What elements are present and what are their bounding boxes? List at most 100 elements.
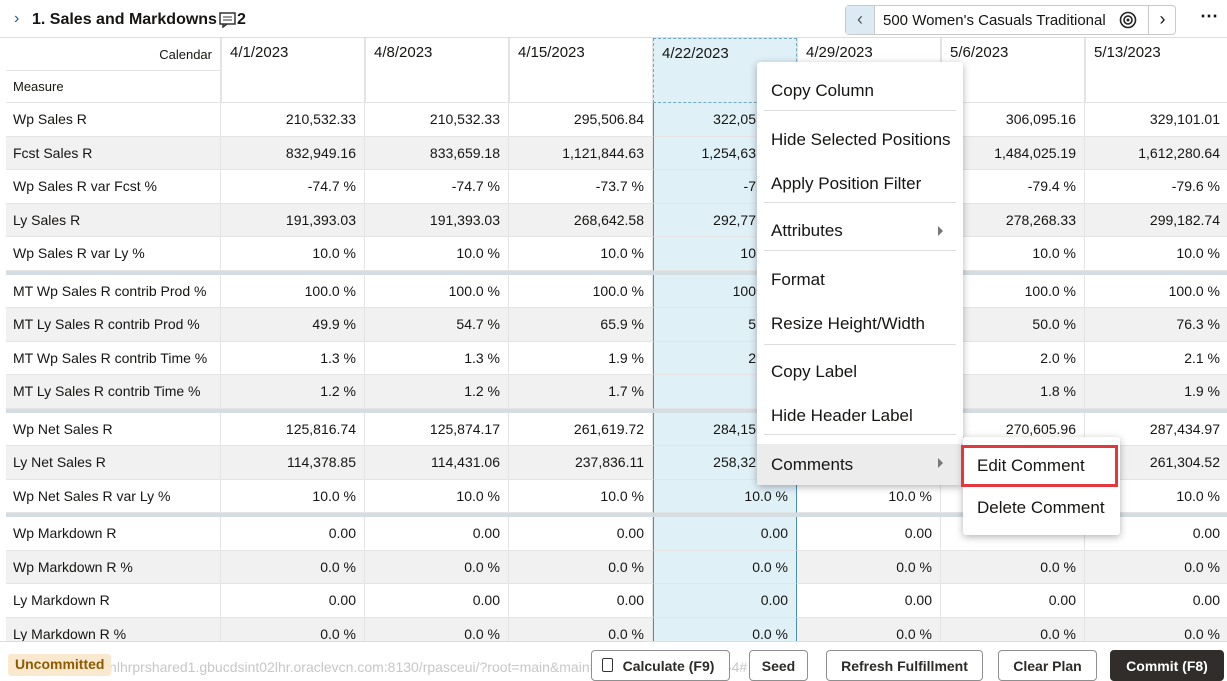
grid-cell[interactable]: 0.00: [653, 517, 797, 551]
grid-cell[interactable]: 125,816.74: [221, 412, 365, 446]
menu-item[interactable]: Copy Column: [771, 81, 874, 100]
grid-cell[interactable]: 0.0 %: [797, 550, 941, 584]
grid-cell[interactable]: 114,431.06: [365, 446, 509, 480]
grid-cell[interactable]: 0.00: [221, 584, 365, 618]
column-header[interactable]: 4/1/2023: [221, 38, 365, 103]
grid-cell[interactable]: 237,836.11: [509, 446, 653, 480]
grid-cell[interactable]: 100.0 %: [365, 274, 509, 308]
menu-item[interactable]: Hide Header Label: [771, 406, 913, 425]
grid-cell[interactable]: 65.9 %: [509, 308, 653, 342]
grid-cell[interactable]: 0.00: [509, 517, 653, 551]
grid-cell[interactable]: 0.0 %: [1085, 617, 1227, 641]
menu-item[interactable]: Hide Selected Positions: [771, 130, 951, 149]
grid-cell[interactable]: 10.0 %: [509, 237, 653, 271]
grid-cell[interactable]: 1.9 %: [1085, 375, 1227, 409]
grid-cell[interactable]: -79.4 %: [941, 170, 1085, 204]
grid-cell[interactable]: 0.0 %: [941, 617, 1085, 641]
grid-cell[interactable]: 10.0 %: [509, 479, 653, 513]
grid-cell[interactable]: 0.00: [1085, 584, 1227, 618]
grid-cell[interactable]: 1,484,025.19: [941, 136, 1085, 170]
more-button[interactable]: ⋯: [1200, 6, 1218, 26]
grid-cell[interactable]: 2.0 %: [941, 341, 1085, 375]
grid-cell[interactable]: -74.7 %: [221, 170, 365, 204]
grid-cell[interactable]: 0.0 %: [653, 617, 797, 641]
grid-cell[interactable]: 210,532.33: [221, 103, 365, 137]
grid-cell[interactable]: 0.0 %: [797, 617, 941, 641]
grid-cell[interactable]: -73.7 %: [509, 170, 653, 204]
menu-item[interactable]: Resize Height/Width: [771, 314, 926, 333]
grid-cell[interactable]: 10.0 %: [653, 479, 797, 513]
grid-cell[interactable]: 0.0 %: [365, 617, 509, 641]
grid-cell[interactable]: 2.1 %: [1085, 341, 1227, 375]
column-header[interactable]: 4/15/2023: [509, 38, 653, 103]
grid-cell[interactable]: -74.7 %: [365, 170, 509, 204]
grid-cell[interactable]: 0.0 %: [509, 617, 653, 641]
grid-cell[interactable]: 114,378.85: [221, 446, 365, 480]
grid-cell[interactable]: 0.00: [941, 584, 1085, 618]
grid-cell[interactable]: 1.3 %: [365, 341, 509, 375]
grid-cell[interactable]: -79.6 %: [1085, 170, 1227, 204]
grid-cell[interactable]: 191,393.03: [365, 203, 509, 237]
grid-cell[interactable]: 100.0 %: [221, 274, 365, 308]
grid-cell[interactable]: 299,182.74: [1085, 203, 1227, 237]
grid-cell[interactable]: 10.0 %: [941, 237, 1085, 271]
submenu-item[interactable]: Delete Comment: [977, 498, 1105, 517]
grid-cell[interactable]: 0.0 %: [221, 617, 365, 641]
menu-item[interactable]: Copy Label: [771, 362, 858, 381]
grid-cell[interactable]: 0.0 %: [941, 550, 1085, 584]
grid-cell[interactable]: 261,619.72: [509, 412, 653, 446]
grid-cell[interactable]: 295,506.84: [509, 103, 653, 137]
grid-cell[interactable]: 0.0 %: [221, 550, 365, 584]
grid-cell[interactable]: 832,949.16: [221, 136, 365, 170]
grid-cell[interactable]: 76.3 %: [1085, 308, 1227, 342]
menu-item[interactable]: Apply Position Filter: [771, 174, 922, 193]
grid-cell[interactable]: 10.0 %: [221, 237, 365, 271]
grid-cell[interactable]: 306,095.16: [941, 103, 1085, 137]
grid-cell[interactable]: 191,393.03: [221, 203, 365, 237]
grid-cell[interactable]: 100.0 %: [509, 274, 653, 308]
menu-item[interactable]: Attributes: [757, 212, 963, 250]
grid-cell[interactable]: 0.00: [221, 517, 365, 551]
grid-cell[interactable]: 1.2 %: [221, 375, 365, 409]
column-header[interactable]: 4/8/2023: [365, 38, 509, 103]
grid-cell[interactable]: 0.00: [365, 517, 509, 551]
grid-cell[interactable]: 0.00: [797, 517, 941, 551]
menu-item[interactable]: Format: [771, 270, 825, 289]
grid-cell[interactable]: 0.0 %: [509, 550, 653, 584]
column-header[interactable]: 5/13/2023: [1085, 38, 1227, 103]
grid-cell[interactable]: 268,642.58: [509, 203, 653, 237]
grid-cell[interactable]: 1.9 %: [509, 341, 653, 375]
column-header[interactable]: 4/22/2023: [653, 38, 797, 103]
prev-button[interactable]: ‹: [846, 6, 875, 34]
grid-cell[interactable]: 1.8 %: [941, 375, 1085, 409]
grid-cell[interactable]: 0.0 %: [365, 550, 509, 584]
grid-cell[interactable]: 0.00: [653, 584, 797, 618]
grid-cell[interactable]: 1,612,280.64: [1085, 136, 1227, 170]
grid-cell[interactable]: 10.0 %: [797, 479, 941, 513]
footer-button[interactable]: Clear Plan: [998, 650, 1097, 681]
grid-cell[interactable]: 1.7 %: [509, 375, 653, 409]
grid-cell[interactable]: 100.0 %: [1085, 274, 1227, 308]
grid-cell[interactable]: 210,532.33: [365, 103, 509, 137]
footer-button[interactable]: Seed: [749, 650, 808, 681]
grid-cell[interactable]: 10.0 %: [365, 479, 509, 513]
target-icon[interactable]: [1119, 11, 1137, 29]
menu-item[interactable]: Comments: [757, 444, 963, 485]
grid-cell[interactable]: 0.0 %: [1085, 550, 1227, 584]
footer-button[interactable]: Refresh Fulfillment: [826, 650, 983, 681]
grid-cell[interactable]: 125,874.17: [365, 412, 509, 446]
grid-cell[interactable]: 49.9 %: [221, 308, 365, 342]
grid-cell[interactable]: 0.00: [365, 584, 509, 618]
grid-cell[interactable]: 10.0 %: [365, 237, 509, 271]
grid-cell[interactable]: 54.7 %: [365, 308, 509, 342]
grid-cell[interactable]: 10.0 %: [221, 479, 365, 513]
grid-cell[interactable]: 833,659.18: [365, 136, 509, 170]
footer-button[interactable]: Calculate (F9): [591, 650, 730, 681]
grid-cell[interactable]: 1.3 %: [221, 341, 365, 375]
submenu-item[interactable]: Edit Comment: [961, 445, 1118, 487]
grid-cell[interactable]: 278,268.33: [941, 203, 1085, 237]
grid-cell[interactable]: 0.0 %: [653, 550, 797, 584]
grid-cell[interactable]: 1,121,844.63: [509, 136, 653, 170]
grid-cell[interactable]: 50.0 %: [941, 308, 1085, 342]
grid-cell[interactable]: 0.00: [797, 584, 941, 618]
